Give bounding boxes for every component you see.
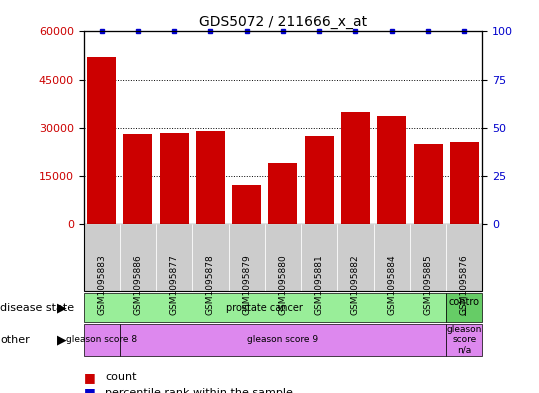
Text: ■: ■ <box>84 386 95 393</box>
Bar <box>377 116 406 224</box>
Text: gleason score 8: gleason score 8 <box>66 336 137 344</box>
Text: gleason score 9: gleason score 9 <box>247 336 319 344</box>
Text: other: other <box>0 335 30 345</box>
Text: GSM1095879: GSM1095879 <box>242 254 251 315</box>
Bar <box>196 131 225 224</box>
Bar <box>341 112 370 224</box>
Text: contro
l: contro l <box>449 297 480 318</box>
Bar <box>232 185 261 224</box>
Text: disease state: disease state <box>0 303 74 312</box>
Text: GSM1095883: GSM1095883 <box>97 254 106 315</box>
Bar <box>268 163 298 224</box>
Bar <box>413 144 443 224</box>
Text: ■: ■ <box>84 371 95 384</box>
Text: ▶: ▶ <box>57 333 67 347</box>
Text: GSM1095877: GSM1095877 <box>170 254 179 315</box>
Bar <box>87 57 116 224</box>
Text: GSM1095876: GSM1095876 <box>460 254 469 315</box>
Text: GSM1095881: GSM1095881 <box>315 254 324 315</box>
Text: GSM1095885: GSM1095885 <box>424 254 432 315</box>
Text: gleason
score
n/a: gleason score n/a <box>447 325 482 355</box>
Text: prostate cancer: prostate cancer <box>226 303 303 312</box>
Text: percentile rank within the sample: percentile rank within the sample <box>105 388 293 393</box>
Text: GSM1095884: GSM1095884 <box>387 254 396 315</box>
Text: ▶: ▶ <box>57 301 67 314</box>
Text: GSM1095878: GSM1095878 <box>206 254 215 315</box>
Text: count: count <box>105 372 136 382</box>
Bar <box>450 142 479 224</box>
Bar <box>305 136 334 224</box>
Bar <box>160 132 189 224</box>
Bar <box>123 134 153 224</box>
Text: GSM1095880: GSM1095880 <box>279 254 287 315</box>
Text: GSM1095882: GSM1095882 <box>351 254 360 315</box>
Text: GSM1095886: GSM1095886 <box>134 254 142 315</box>
Title: GDS5072 / 211666_x_at: GDS5072 / 211666_x_at <box>199 15 367 29</box>
